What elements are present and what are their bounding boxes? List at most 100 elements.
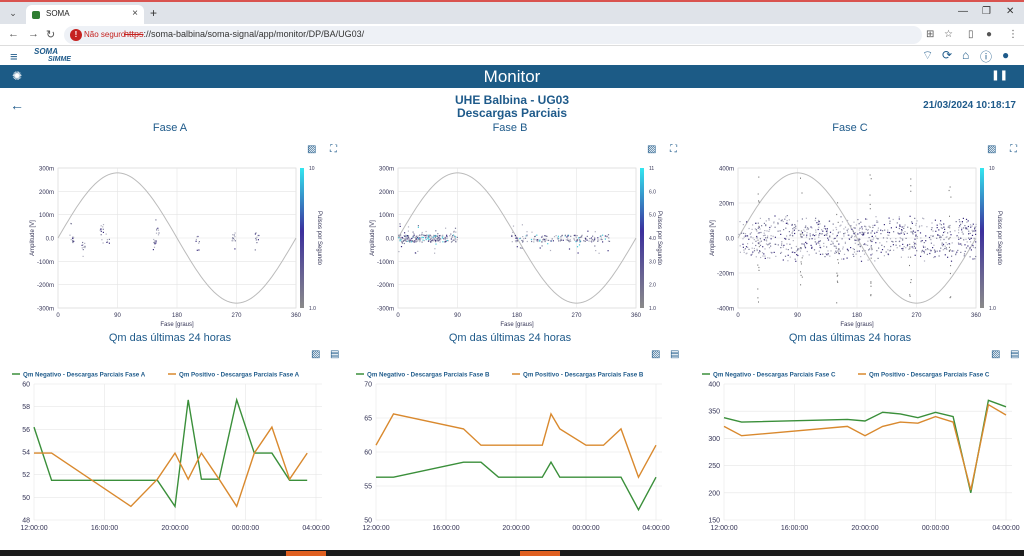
x-tick-label: 180 [172, 313, 183, 319]
y-tick-label: 54 [22, 450, 30, 457]
legend: Qm Negativo - Descargas Parciais Fase B Q… [356, 372, 644, 379]
series-line-positive[interactable] [375, 412, 657, 479]
x-tick-label: 180 [512, 313, 523, 319]
menu-kebab-icon[interactable]: ⋮ [1008, 29, 1018, 40]
pause-icon[interactable]: ❚❚ [991, 70, 1008, 81]
fullscreen-icon[interactable]: ⛶ [670, 144, 677, 155]
x-tick-label: 270 [571, 313, 582, 319]
y-tick-label: -300m [37, 307, 54, 313]
y-axis-label: Amplitude [V] [30, 220, 36, 256]
series-line-negative[interactable] [376, 460, 657, 512]
image-export-icon[interactable]: ▨ [987, 144, 997, 155]
y-tick-label: -200m [377, 283, 394, 289]
legend: Qm Negativo - Descargas Parciais Fase C Q… [702, 372, 990, 379]
fullscreen-icon[interactable]: ⛶ [1010, 144, 1017, 155]
back-nav-icon[interactable]: ← [8, 28, 19, 40]
colorbar-tick: 2.0 [649, 283, 656, 289]
forward-nav-icon[interactable]: → [28, 28, 39, 40]
sync-icon[interactable]: ⟳ [942, 48, 953, 62]
y-tick-label: 300m [379, 167, 394, 173]
hamburger-menu-icon[interactable]: ≡ [10, 49, 18, 64]
tab-title: SOMA [46, 9, 70, 18]
x-tick-label: 00:00:00 [572, 525, 599, 532]
y-tick-label: -200m [37, 283, 54, 289]
y-tick-label: 60 [364, 450, 372, 457]
pd-scatter [738, 174, 977, 304]
y-tick-label: 300m [39, 167, 54, 173]
colorbar [300, 168, 304, 308]
image-export-icon[interactable]: ▨ [991, 349, 1001, 360]
x-tick-label: 360 [291, 313, 302, 319]
url-field[interactable]: ! Não seguro https://soma-balbina/soma-s… [64, 26, 922, 44]
taskbar-item[interactable] [520, 551, 560, 556]
close-window-icon[interactable]: ✕ [1006, 6, 1015, 17]
x-tick-label: 12:00:00 [362, 525, 389, 532]
app-header: ≡ SOMA SIMME ⌔ ⟳ ⌂ ⓘ ● [0, 46, 1024, 65]
profile-icon[interactable]: ● [986, 29, 993, 40]
image-export-icon[interactable]: ▨ [307, 144, 317, 155]
taskbar-item[interactable] [286, 551, 326, 556]
trend-chart: Qm Negativo - Descargas Parciais Fase C Q… [702, 372, 1020, 532]
y-tick-label: 65 [364, 416, 372, 423]
series-line-positive[interactable] [723, 403, 1007, 491]
y-tick-label: -200m [717, 272, 734, 278]
series-line-positive[interactable] [34, 425, 308, 509]
minimize-icon[interactable]: — [958, 6, 968, 17]
translate-icon[interactable]: ⊞ [926, 29, 935, 40]
trend-chart: Qm Negativo - Descargas Parciais Fase A Q… [12, 372, 330, 532]
y-tick-label: 60 [22, 382, 30, 389]
home-icon[interactable]: ⌂ [962, 48, 970, 62]
help-icon[interactable]: ⓘ [980, 50, 993, 64]
legend-label[interactable]: Qm Negativo - Descargas Parciais Fase A [23, 372, 146, 379]
browser-tab[interactable]: SOMA × [26, 5, 144, 26]
x-tick-label: 12:00:00 [20, 525, 47, 532]
legend-label[interactable]: Qm Positivo - Descargas Parciais Fase C [869, 372, 990, 379]
colorbar-label: Pulsos por Segundo [316, 211, 322, 266]
image-export-icon[interactable]: ▨ [647, 144, 657, 155]
url-text: https://soma-balbina/soma-signal/app/mon… [124, 29, 365, 39]
colorbar [980, 168, 984, 308]
alarm-light-icon[interactable]: ✺ [12, 69, 23, 83]
restore-icon[interactable]: ❐ [982, 6, 991, 17]
x-tick-label: 20:00:00 [161, 525, 188, 532]
colorbar-tick: 4.0 [649, 236, 656, 242]
sine-reference [57, 172, 297, 304]
image-export-icon[interactable]: ▨ [651, 349, 661, 360]
side-panel-icon[interactable]: ▯ [968, 29, 974, 40]
legend-label[interactable]: Qm Negativo - Descargas Parciais Fase B [367, 372, 490, 379]
colorbar-tick: 5.0 [649, 213, 656, 219]
bookmark-star-icon[interactable]: ☆ [944, 29, 953, 40]
legend-label[interactable]: Qm Positivo - Descargas Parciais Fase B [523, 372, 644, 379]
y-tick-label: -300m [377, 307, 394, 313]
y-tick-label: 100m [39, 213, 54, 219]
pdf-export-icon[interactable]: ▤ [670, 349, 680, 360]
new-tab-icon[interactable]: + [150, 6, 158, 20]
close-tab-icon[interactable]: × [132, 8, 138, 19]
legend-label[interactable]: Qm Negativo - Descargas Parciais Fase C [713, 372, 836, 379]
pd-scatter [398, 223, 611, 254]
sine-reference [737, 172, 977, 304]
y-tick-label: 250 [708, 463, 720, 470]
x-tick-label: 360 [971, 313, 982, 319]
pdf-export-icon[interactable]: ▤ [1010, 349, 1020, 360]
y-tick-label: 70 [364, 382, 372, 389]
x-tick-label: 90 [114, 313, 121, 319]
x-tick-label: 20:00:00 [851, 525, 878, 532]
back-arrow-icon[interactable]: ← [10, 97, 24, 113]
image-export-icon[interactable]: ▨ [311, 349, 321, 360]
y-tick-label: 0.0 [726, 237, 735, 243]
legend-label[interactable]: Qm Positivo - Descargas Parciais Fase A [179, 372, 300, 379]
user-icon[interactable]: ● [1002, 48, 1010, 62]
tab-search-icon[interactable]: ⌄ [9, 8, 17, 18]
y-tick-label: 350 [708, 409, 720, 416]
unit-heading: UHE Balbina - UG03 [454, 93, 570, 107]
pdf-export-icon[interactable]: ▤ [330, 349, 340, 360]
series-line-negative[interactable] [33, 397, 308, 509]
reload-icon[interactable]: ↻ [46, 29, 56, 41]
browser-tab-bar: ⌄ SOMA × + — ❐ ✕ [0, 0, 1024, 26]
trend-title: Qm das últimas 24 horas [448, 332, 572, 344]
fullscreen-icon[interactable]: ⛶ [330, 144, 337, 155]
timestamp: 21/03/2024 10:18:17 [923, 100, 1016, 111]
